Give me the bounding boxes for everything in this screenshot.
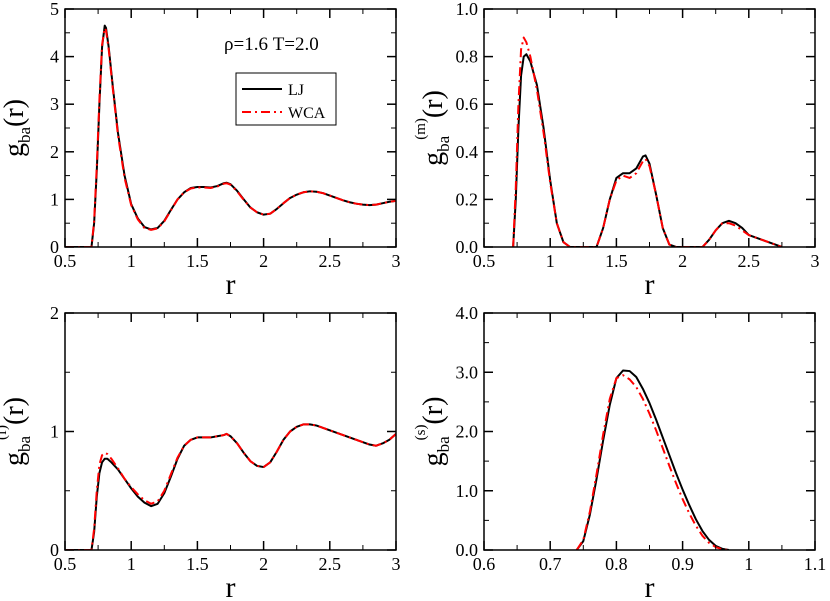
x-tick-label: 0.9 (671, 554, 694, 574)
y-tick-label: 4.0 (456, 303, 479, 323)
y-tick-label: 2 (50, 142, 59, 162)
y-label-arg: (r) (0, 397, 30, 425)
x-axis-label: r (645, 268, 655, 301)
y-tick-label: 2 (50, 303, 59, 323)
y-label-arg: (r) (418, 397, 449, 425)
y-label-arg: (r) (0, 99, 30, 127)
panel-bottom-right: 0.6 0.7 0.8 0.9 1 1.1 0.0 1.0 2.0 3.0 4.0 r gba (s)(r… (413, 303, 826, 601)
x-tick-label: 1 (127, 554, 136, 574)
y-label-sub: ba (434, 135, 453, 152)
legend-wca-label: WCA (288, 105, 326, 122)
x-axis-label: r (226, 571, 236, 601)
y-axis-label: gba(r) (0, 99, 34, 157)
series-line-lj (512, 53, 783, 247)
annotation-rho-t: ρ=1.6 T=2.0 (224, 34, 319, 55)
x-tick-label: 2.5 (738, 251, 761, 271)
series-line-wca (512, 36, 783, 247)
y-tick-label: 3 (50, 94, 59, 114)
y-tick-label: 3.0 (456, 362, 479, 382)
y-label-base: g (418, 152, 449, 166)
x-tick-label: 0.8 (605, 554, 628, 574)
legend-lj-label: LJ (288, 82, 304, 99)
x-axis-label: r (226, 268, 236, 301)
x-tick-label: 2 (259, 554, 268, 574)
x-tick-label: 0.5 (54, 251, 77, 271)
legend: LJ WCA (235, 72, 337, 126)
y-tick-label: 0.0 (456, 237, 479, 257)
y-label-base: g (418, 452, 449, 466)
x-tick-label: 2.5 (319, 554, 342, 574)
series-line-lj (575, 369, 730, 550)
y-tick-label: 0 (50, 540, 59, 560)
y-tick-label: 1 (50, 189, 59, 209)
y-axis-label: gba (f)(r) (0, 397, 34, 466)
x-tick-label: 1.1 (804, 554, 827, 574)
y-label-base: g (0, 143, 30, 157)
series-line-wca (575, 374, 730, 550)
x-tick-label: 0.7 (539, 554, 562, 574)
y-label-sup: (f) (0, 425, 10, 440)
y-tick-label: 0.6 (456, 94, 479, 114)
legend-box (235, 72, 337, 126)
x-tick-label: 2 (678, 251, 687, 271)
y-axis-label: gba (m)(r) (413, 90, 453, 166)
panel-top-left: 0.5 1 1.5 2 2.5 3 0 1 2 3 4 5 r gba(r) (0, 0, 401, 301)
y-tick-label: 0.2 (456, 189, 479, 209)
x-tick-label: 1 (546, 251, 555, 271)
y-tick-label: 1.0 (456, 481, 479, 501)
y-label-sup: (m) (413, 118, 429, 140)
y-tick-label: 0.4 (456, 142, 479, 162)
x-tick-label: 3 (392, 554, 401, 574)
y-label-sup: (s) (413, 425, 429, 441)
y-tick-label: 0.8 (456, 47, 479, 67)
y-tick-label: 1 (50, 422, 59, 442)
x-tick-label: 2 (259, 251, 268, 271)
y-label-arg: (r) (418, 90, 449, 118)
x-tick-label: 3 (392, 251, 401, 271)
annotation-group: ρ=1.6 T=2.0 (224, 34, 319, 55)
x-tick-label: 0.5 (54, 554, 77, 574)
x-tick-label: 1.5 (186, 251, 209, 271)
x-tick-label: 0.6 (473, 554, 496, 574)
x-tick-label: 1 (744, 554, 753, 574)
y-tick-label: 1.0 (456, 0, 479, 19)
series-line-wca (65, 423, 396, 550)
y-tick-label: 2.0 (456, 422, 479, 442)
x-tick-label: 3 (811, 251, 820, 271)
y-tick-label: 0 (50, 237, 59, 257)
y-tick-label: 0.0 (456, 540, 479, 560)
y-tick-label: 5 (50, 0, 59, 19)
y-label-sub: ba (15, 127, 34, 144)
y-label-sub: ba (15, 436, 34, 453)
x-axis-label: r (645, 571, 655, 601)
x-tick-label: 2.5 (319, 251, 342, 271)
y-tick-label: 4 (50, 47, 59, 67)
panel-top-right: 0.5 1 1.5 2 2.5 3 0.0 0.2 0.4 0.6 0.8 1.0 r gba (m)(r) (413, 0, 820, 301)
y-label-base: g (0, 452, 30, 466)
x-tick-label: 1 (127, 251, 136, 271)
panel-bottom-left: 0.5 1 1.5 2 2.5 3 0 1 2 r gba (f)(r) (0, 303, 401, 601)
x-tick-label: 1.5 (605, 251, 628, 271)
x-tick-label: 1.5 (186, 554, 209, 574)
series-line-wca (65, 27, 396, 247)
y-axis-label: gba (s)(r) (413, 397, 453, 467)
x-tick-label: 0.5 (473, 251, 496, 271)
y-label-sub: ba (434, 436, 453, 453)
